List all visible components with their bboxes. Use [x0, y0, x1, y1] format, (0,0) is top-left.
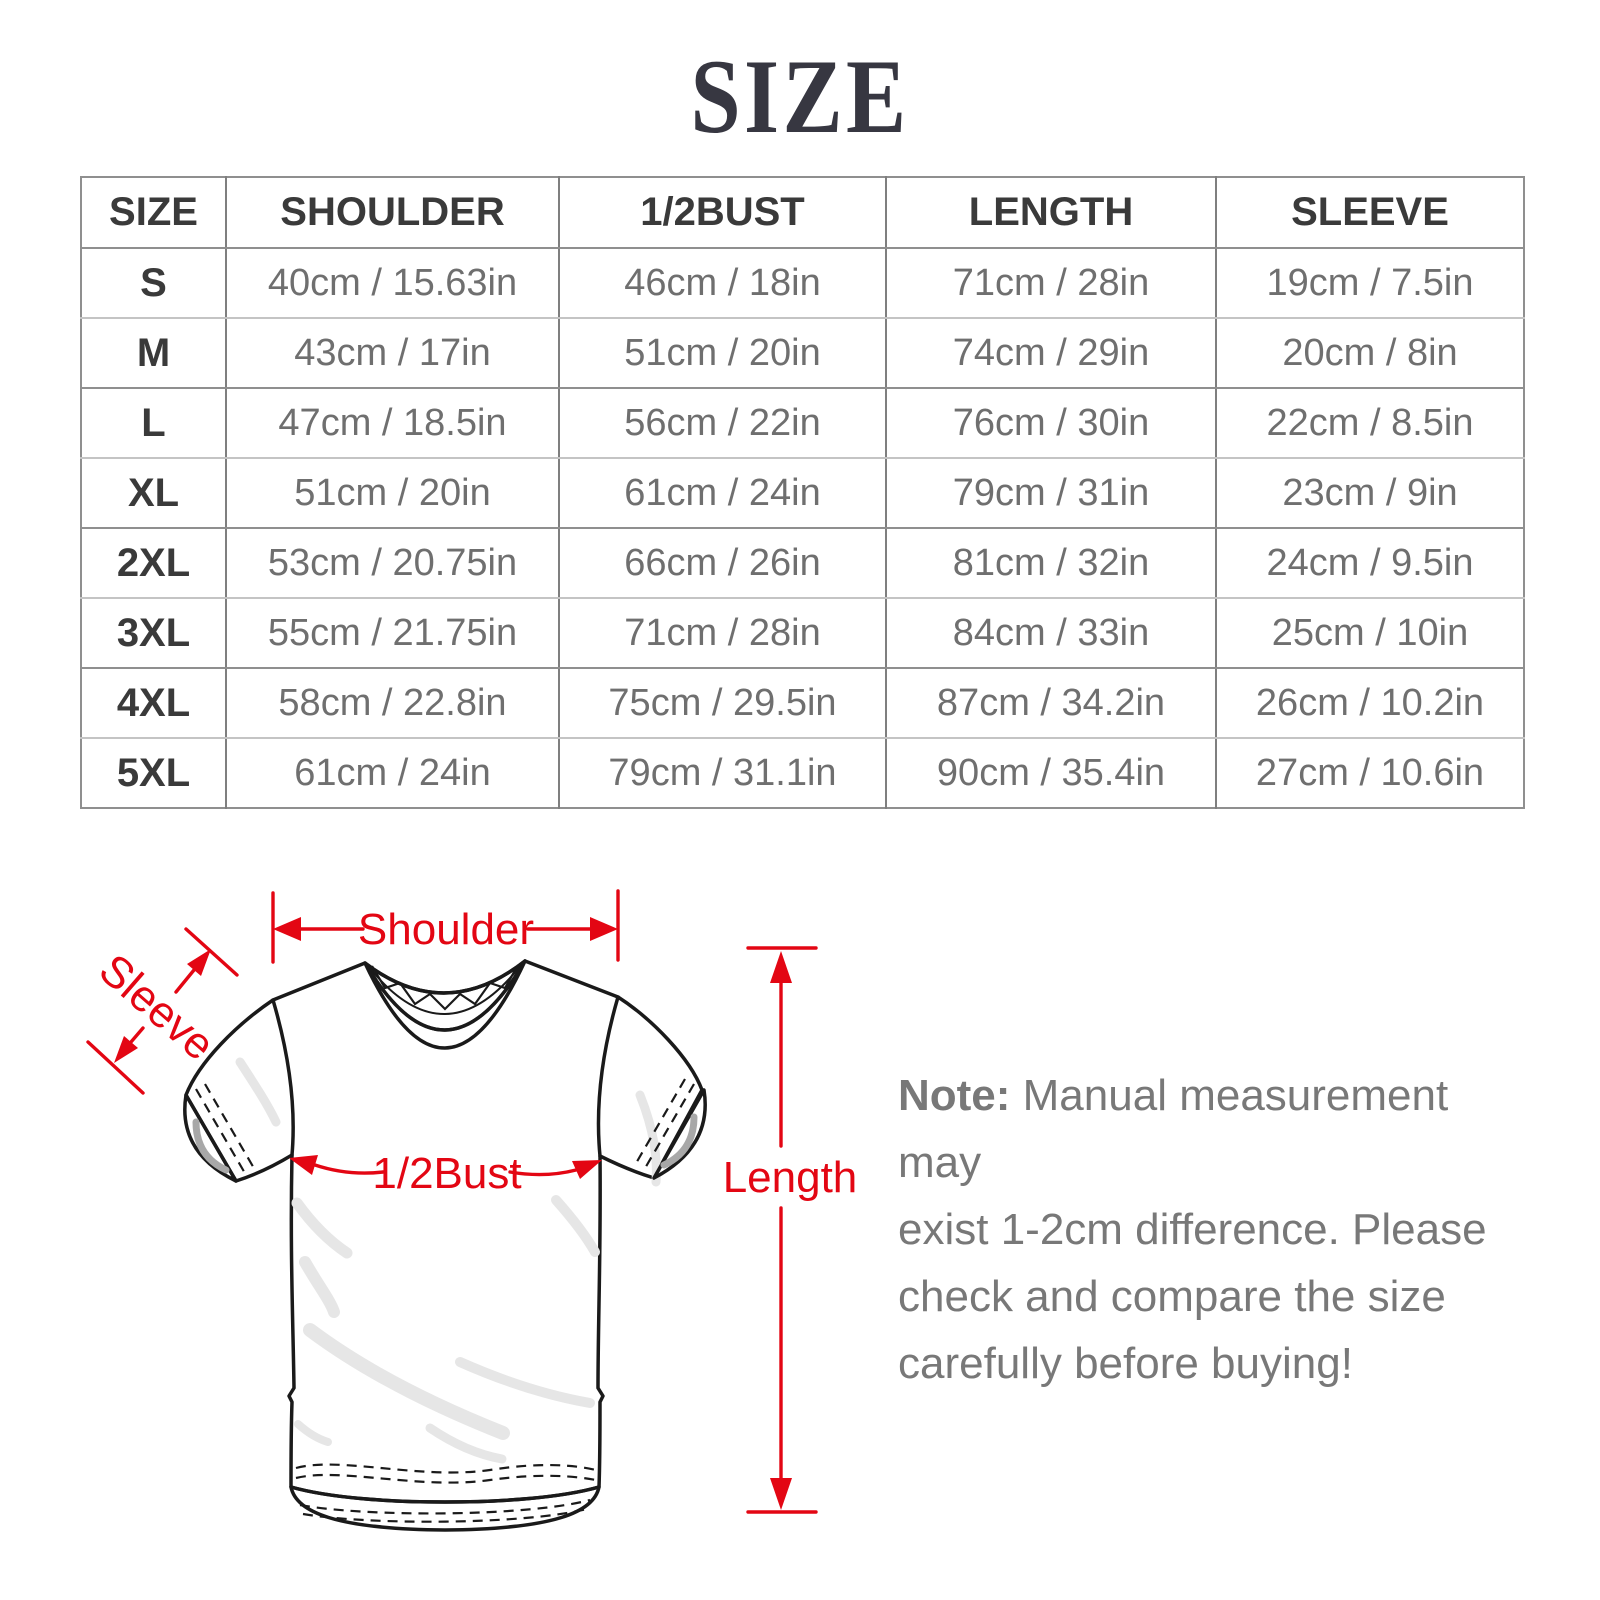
- table-row-4xl: 4XL 58cm / 22.8in 75cm / 29.5in 87cm / 34.2…: [81, 668, 1524, 739]
- note-line: exist 1-2cm difference. Please: [898, 1205, 1487, 1254]
- size-label: L: [81, 388, 226, 459]
- table-row-m: M 43cm / 17in 51cm / 20in 74cm / 29in 20cm /…: [81, 318, 1524, 389]
- table-cell: 40cm / 15.63in: [225, 248, 559, 319]
- bust-label: 1/2Bust: [372, 1149, 521, 1198]
- right-armhole-seam: [596, 995, 620, 1158]
- table-cell: 66cm / 26in: [558, 528, 886, 599]
- table-row-2xl: 2XL 53cm / 20.75in 66cm / 26in 81cm / 32in 2…: [81, 528, 1524, 599]
- shoulder-label: Shoulder: [358, 905, 534, 954]
- note-line: carefully before buying!: [898, 1339, 1353, 1388]
- table-cell: 47cm / 18.5in: [225, 388, 559, 459]
- table-cell: 75cm / 29.5in: [558, 668, 886, 739]
- table-row-l: L 47cm / 18.5in 56cm / 22in 76cm / 30in 22cm…: [81, 388, 1524, 459]
- note-line: Note: Manual measurement may: [898, 1071, 1449, 1187]
- note-label: Note:: [898, 1071, 1023, 1120]
- table-row-s: S 40cm / 15.63in 46cm / 18in 71cm / 28in 19c…: [81, 248, 1524, 319]
- table-cell: 26cm / 10.2in: [1215, 668, 1524, 739]
- column-header-shoulder: SHOULDER: [225, 177, 559, 249]
- collar-zigzag-stitch: [371, 964, 519, 1011]
- table-header-row: SIZE SHOULDER 1/2BUST LENGTH SLEEVE: [81, 177, 1524, 249]
- table-cell: 84cm / 33in: [885, 598, 1216, 669]
- length-arrow-down: [770, 1478, 792, 1510]
- size-label: 3XL: [81, 598, 226, 669]
- table-row-5xl: 5XL 61cm / 24in 79cm / 31.1in 90cm / 35.4in…: [81, 738, 1524, 808]
- table-cell: 61cm / 24in: [225, 738, 559, 808]
- left-cuff: [183, 1083, 256, 1183]
- hem: [289, 1463, 601, 1532]
- table-cell: 81cm / 32in: [885, 528, 1216, 599]
- bust-measure: 1/2Bust: [289, 1149, 602, 1198]
- collar-rib-band: [363, 959, 527, 1050]
- table-cell: 20cm / 8in: [1215, 318, 1524, 389]
- column-header-sleeve: SLEEVE: [1215, 177, 1524, 249]
- measurement-note: Note: Manual measurement may exist 1-2cm …: [898, 1062, 1518, 1397]
- table-cell: 46cm / 18in: [558, 248, 886, 319]
- column-header-size: SIZE: [81, 177, 226, 249]
- table-cell: 61cm / 24in: [558, 458, 886, 529]
- length-label: Length: [723, 1153, 858, 1202]
- table-cell: 71cm / 28in: [885, 248, 1216, 319]
- table-cell: 23cm / 9in: [1215, 458, 1524, 529]
- shoulder-measure: Shoulder: [271, 889, 620, 964]
- shoulder-arrow-left: [273, 917, 301, 941]
- table-cell: 76cm / 30in: [885, 388, 1216, 459]
- collar: [363, 959, 527, 1050]
- table-cell: 87cm / 34.2in: [885, 668, 1216, 739]
- tshirt-outline: [184, 959, 704, 1504]
- size-label: M: [81, 318, 226, 389]
- table-cell: 27cm / 10.6in: [1215, 738, 1524, 808]
- table-cell: 43cm / 17in: [225, 318, 559, 389]
- table-row-xl: XL 51cm / 20in 61cm / 24in 79cm / 31in 23cm …: [81, 458, 1524, 529]
- sleeve-arrow-up: [187, 949, 211, 976]
- column-header-1-2bust: 1/2BUST: [558, 177, 886, 249]
- length-arrow-up: [770, 951, 792, 983]
- table-cell: 19cm / 7.5in: [1215, 248, 1524, 319]
- size-label: 4XL: [81, 668, 226, 739]
- table-cell: 55cm / 21.75in: [225, 598, 559, 669]
- size-table: SIZE SHOULDER 1/2BUST LENGTH SLEEVE S 40cm / …: [80, 176, 1525, 809]
- sleeve-arrow-down: [114, 1036, 138, 1063]
- size-label: 5XL: [116, 750, 191, 795]
- table-cell: 79cm / 31in: [885, 458, 1216, 529]
- table-cell: 22cm / 8.5in: [1215, 388, 1524, 459]
- table-cell: 53cm / 20.75in: [225, 528, 559, 599]
- table-row-3xl: 3XL 55cm / 21.75in 71cm / 28in 84cm / 33in 2…: [81, 598, 1524, 669]
- fabric-wrinkles: [235, 1057, 661, 1464]
- collar-stitch-line: [368, 964, 522, 1015]
- table-cell: 58cm / 22.8in: [225, 668, 559, 739]
- note-line: check and compare the size: [898, 1272, 1446, 1321]
- length-measure: Length: [723, 946, 858, 1514]
- table-cell: 71cm / 28in: [558, 598, 886, 669]
- size-label: S: [81, 248, 226, 319]
- size-label: 2XL: [81, 528, 226, 599]
- table-cell: 25cm / 10in: [1215, 598, 1524, 669]
- table-cell: 51cm / 20in: [225, 458, 559, 529]
- hem-band: [289, 1485, 601, 1532]
- table-cell: 90cm / 35.4in: [885, 738, 1216, 808]
- table-cell: 51cm / 20in: [558, 318, 886, 389]
- right-cuff: [634, 1078, 707, 1180]
- table-cell: 74cm / 29in: [885, 318, 1216, 389]
- column-header-length: LENGTH: [885, 177, 1216, 249]
- page-title: SIZE: [690, 38, 910, 155]
- left-armhole-seam: [271, 998, 295, 1157]
- bust-arrow-left: [289, 1155, 318, 1175]
- table-cell: 24cm / 9.5in: [1215, 528, 1524, 599]
- size-label: XL: [81, 458, 226, 529]
- bust-arrow-right: [572, 1160, 602, 1179]
- table-cell: 56cm / 22in: [558, 388, 886, 459]
- sleeve-measure: Sleeve: [86, 927, 239, 1095]
- table-cell: 79cm / 31.1in: [558, 738, 886, 808]
- shoulder-arrow-right: [590, 917, 618, 941]
